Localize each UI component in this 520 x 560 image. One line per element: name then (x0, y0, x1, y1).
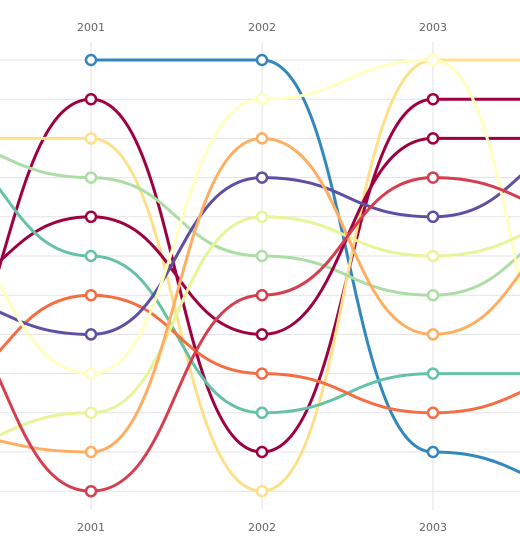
series-8-point-2003[interactable] (426, 210, 440, 224)
series-11-point-2003[interactable] (426, 328, 440, 341)
series-lines (0, 58, 520, 493)
series-7-point-2003[interactable] (426, 406, 440, 420)
series-1-point-2003[interactable] (426, 445, 440, 459)
series-6-point-2003[interactable] (426, 367, 440, 380)
series-5-point-2001[interactable] (84, 210, 98, 224)
series-2-point-2002[interactable] (255, 445, 269, 459)
series-8-point-2001[interactable] (84, 328, 98, 341)
series-3-point-2002[interactable] (255, 484, 269, 498)
x-tick-top-2003: 2003 (419, 21, 447, 34)
series-2-point-2001[interactable] (84, 92, 98, 106)
series-10-point-2003[interactable] (426, 249, 440, 263)
series-line-1 (89, 58, 520, 474)
series-points (84, 53, 440, 498)
x-tick-bottom-2003: 2003 (419, 521, 447, 534)
series-9-point-2001[interactable] (84, 367, 98, 380)
series-4-point-2001[interactable] (84, 171, 98, 184)
series-line-10 (0, 215, 520, 437)
series-line-5 (0, 136, 520, 336)
x-tick-bottom-2001: 2001 (77, 521, 105, 534)
series-4-point-2002[interactable] (255, 249, 269, 263)
series-12-point-2001[interactable] (84, 484, 98, 498)
series-line-3 (0, 58, 520, 493)
x-tick-top-2002: 2002 (248, 21, 276, 34)
series-11-point-2001[interactable] (84, 445, 98, 459)
series-line-2 (0, 97, 520, 454)
series-line-8 (0, 174, 520, 336)
series-6-point-2001[interactable] (84, 249, 98, 263)
series-line-7 (0, 293, 520, 415)
series-12-point-2003[interactable] (426, 171, 440, 184)
series-5-point-2003[interactable] (426, 132, 440, 145)
series-4-point-2003[interactable] (426, 288, 440, 302)
series-5-point-2002[interactable] (255, 328, 269, 341)
x-axis-top: 2001 2002 2003 (77, 21, 447, 34)
series-9-point-2002[interactable] (255, 92, 269, 106)
x-axis-bottom: 2001 2002 2003 (77, 521, 447, 534)
series-10-point-2002[interactable] (255, 210, 269, 224)
series-11-point-2002[interactable] (255, 132, 269, 145)
series-7-point-2002[interactable] (255, 367, 269, 380)
x-tick-top-2001: 2001 (77, 21, 105, 34)
series-6-point-2002[interactable] (255, 406, 269, 420)
series-line-9 (0, 58, 520, 376)
series-12-point-2002[interactable] (255, 288, 269, 302)
series-1-point-2002[interactable] (255, 53, 269, 67)
series-line-12 (0, 176, 520, 493)
series-3-point-2001[interactable] (84, 132, 98, 145)
x-tick-bottom-2002: 2002 (248, 521, 276, 534)
grid (0, 42, 520, 510)
series-1-point-2001[interactable] (84, 53, 98, 67)
series-9-point-2003[interactable] (426, 53, 440, 67)
series-7-point-2001[interactable] (84, 288, 98, 302)
series-2-point-2003[interactable] (426, 92, 440, 106)
series-8-point-2002[interactable] (255, 171, 269, 184)
series-10-point-2001[interactable] (84, 406, 98, 420)
series-line-6 (0, 187, 520, 415)
